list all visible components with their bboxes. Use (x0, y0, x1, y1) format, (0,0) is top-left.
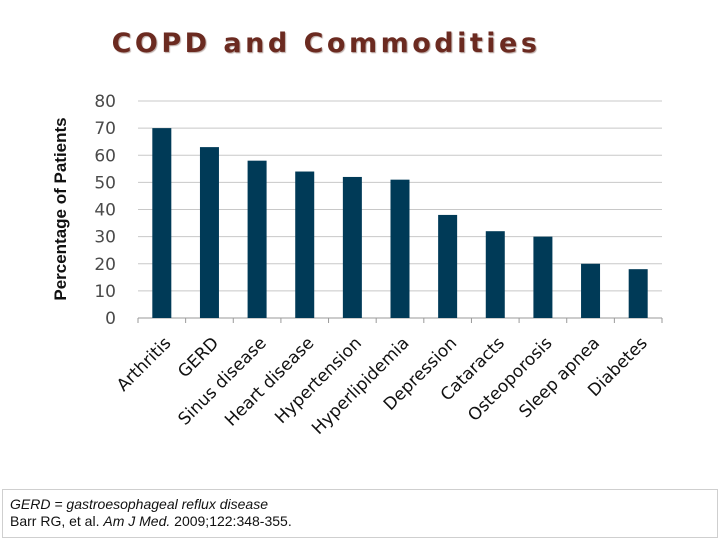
bar-cataracts (485, 231, 505, 318)
y-tick-label: 80 (94, 92, 116, 112)
bar-osteoporosis (533, 236, 553, 318)
y-axis-title: Percentage of Patients (51, 117, 70, 300)
y-tick-label: 30 (94, 228, 116, 248)
bar-diabetes (628, 269, 648, 318)
citation-journal: Am J Med. (103, 513, 171, 529)
y-tick-label: 40 (94, 201, 116, 221)
bar-hyperlipidemia (390, 179, 410, 318)
y-axis-ticks: 0 10 20 30 40 50 60 70 80 (94, 92, 116, 329)
x-category-label: Arthritis (113, 333, 175, 395)
slide-title: COPD and Commodities (111, 28, 541, 59)
bar-arthritis (152, 128, 172, 318)
abbreviation-note: GERD = gastroesophageal reflux disease (10, 496, 268, 512)
bars (152, 128, 648, 318)
citation-authors: Barr RG, et al. (10, 513, 104, 529)
bar-heart-disease (295, 171, 315, 318)
bar-hypertension (342, 176, 362, 318)
y-tick-label: 10 (94, 282, 116, 302)
bar-depression (438, 214, 458, 318)
y-tick-label: 20 (94, 255, 116, 275)
citation-details: 2009;122:348-355. (170, 513, 292, 529)
footnote-box: GERD = gastroesophageal reflux disease B… (2, 489, 718, 538)
y-tick-label: 60 (94, 146, 116, 166)
y-tick-label: 0 (105, 309, 116, 329)
citation: Barr RG, et al. Am J Med. 2009;122:348-3… (10, 513, 710, 530)
bar-sleep-apnea (581, 263, 601, 318)
bar-sinus-disease (247, 160, 267, 318)
bar-gerd (199, 147, 219, 318)
y-tick-label: 50 (94, 173, 116, 193)
y-tick-label: 70 (94, 119, 116, 139)
